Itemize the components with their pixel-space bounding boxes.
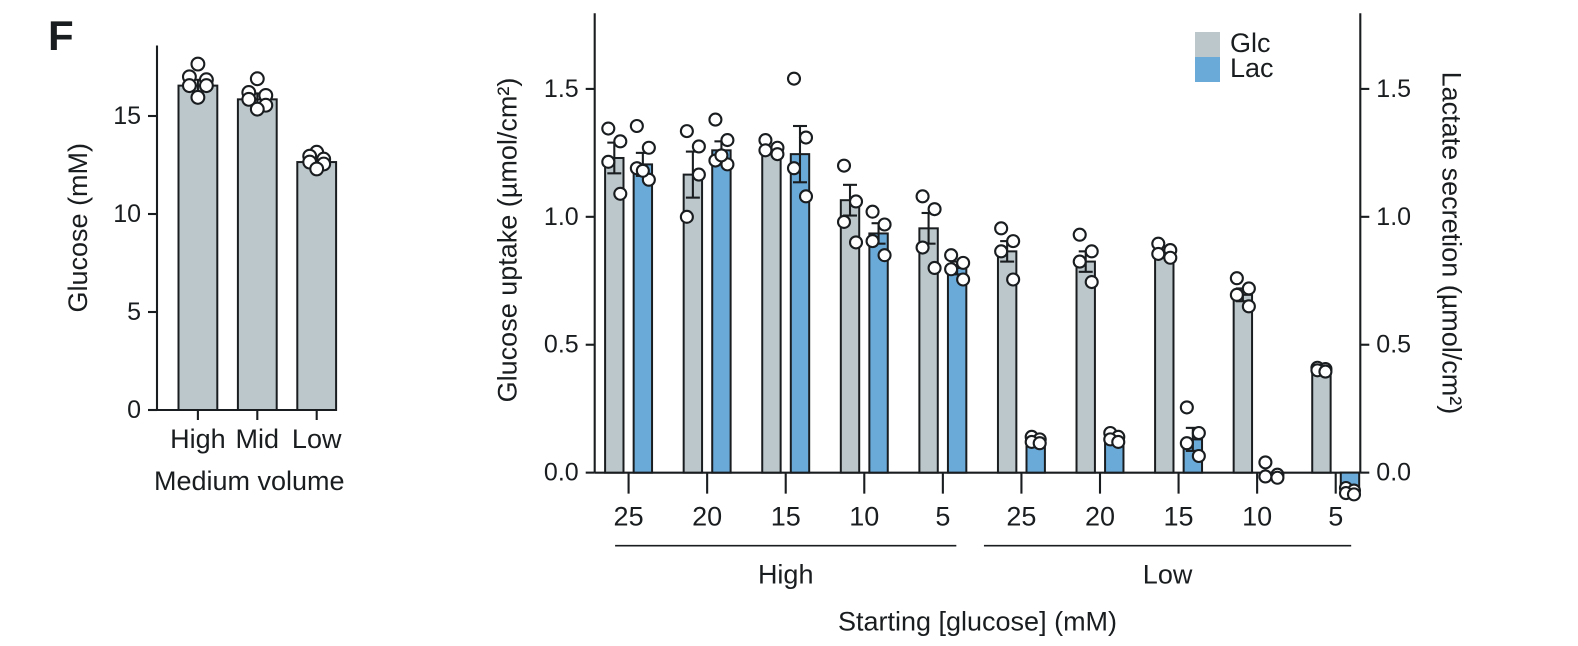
- svg-text:Glucose uptake (µmol/cm²): Glucose uptake (µmol/cm²): [493, 78, 523, 403]
- svg-text:0.5: 0.5: [1376, 331, 1411, 359]
- svg-text:0.5: 0.5: [544, 331, 579, 359]
- svg-text:Low: Low: [292, 424, 342, 454]
- svg-text:Medium volume: Medium volume: [154, 466, 345, 496]
- svg-text:1.5: 1.5: [1376, 75, 1411, 103]
- svg-text:10: 10: [849, 502, 879, 532]
- svg-text:Low: Low: [1143, 560, 1193, 590]
- svg-text:25: 25: [614, 502, 644, 532]
- svg-text:5: 5: [127, 298, 141, 326]
- svg-text:0.0: 0.0: [1376, 459, 1411, 487]
- svg-text:20: 20: [692, 502, 722, 532]
- svg-text:5: 5: [935, 502, 950, 532]
- svg-text:F: F: [48, 12, 74, 59]
- svg-text:Starting [glucose] (mM): Starting [glucose] (mM): [838, 607, 1117, 637]
- svg-text:1.0: 1.0: [544, 203, 579, 231]
- svg-text:0: 0: [127, 396, 141, 424]
- svg-text:Glucose (mM): Glucose (mM): [63, 143, 93, 313]
- svg-text:Mid: Mid: [236, 424, 280, 454]
- svg-text:High: High: [758, 560, 814, 590]
- svg-text:Lac: Lac: [1230, 53, 1274, 83]
- svg-text:10: 10: [113, 200, 141, 228]
- svg-text:1.5: 1.5: [544, 75, 579, 103]
- svg-text:15: 15: [1164, 502, 1194, 532]
- svg-text:15: 15: [113, 102, 141, 130]
- svg-text:15: 15: [771, 502, 801, 532]
- svg-text:25: 25: [1006, 502, 1036, 532]
- svg-text:High: High: [170, 424, 226, 454]
- svg-text:0.0: 0.0: [544, 459, 579, 487]
- svg-text:20: 20: [1085, 502, 1115, 532]
- svg-text:1.0: 1.0: [1376, 203, 1411, 231]
- svg-text:Lactate secretion (µmol/cm²): Lactate secretion (µmol/cm²): [1436, 72, 1466, 415]
- svg-text:5: 5: [1328, 502, 1343, 532]
- svg-text:10: 10: [1242, 502, 1272, 532]
